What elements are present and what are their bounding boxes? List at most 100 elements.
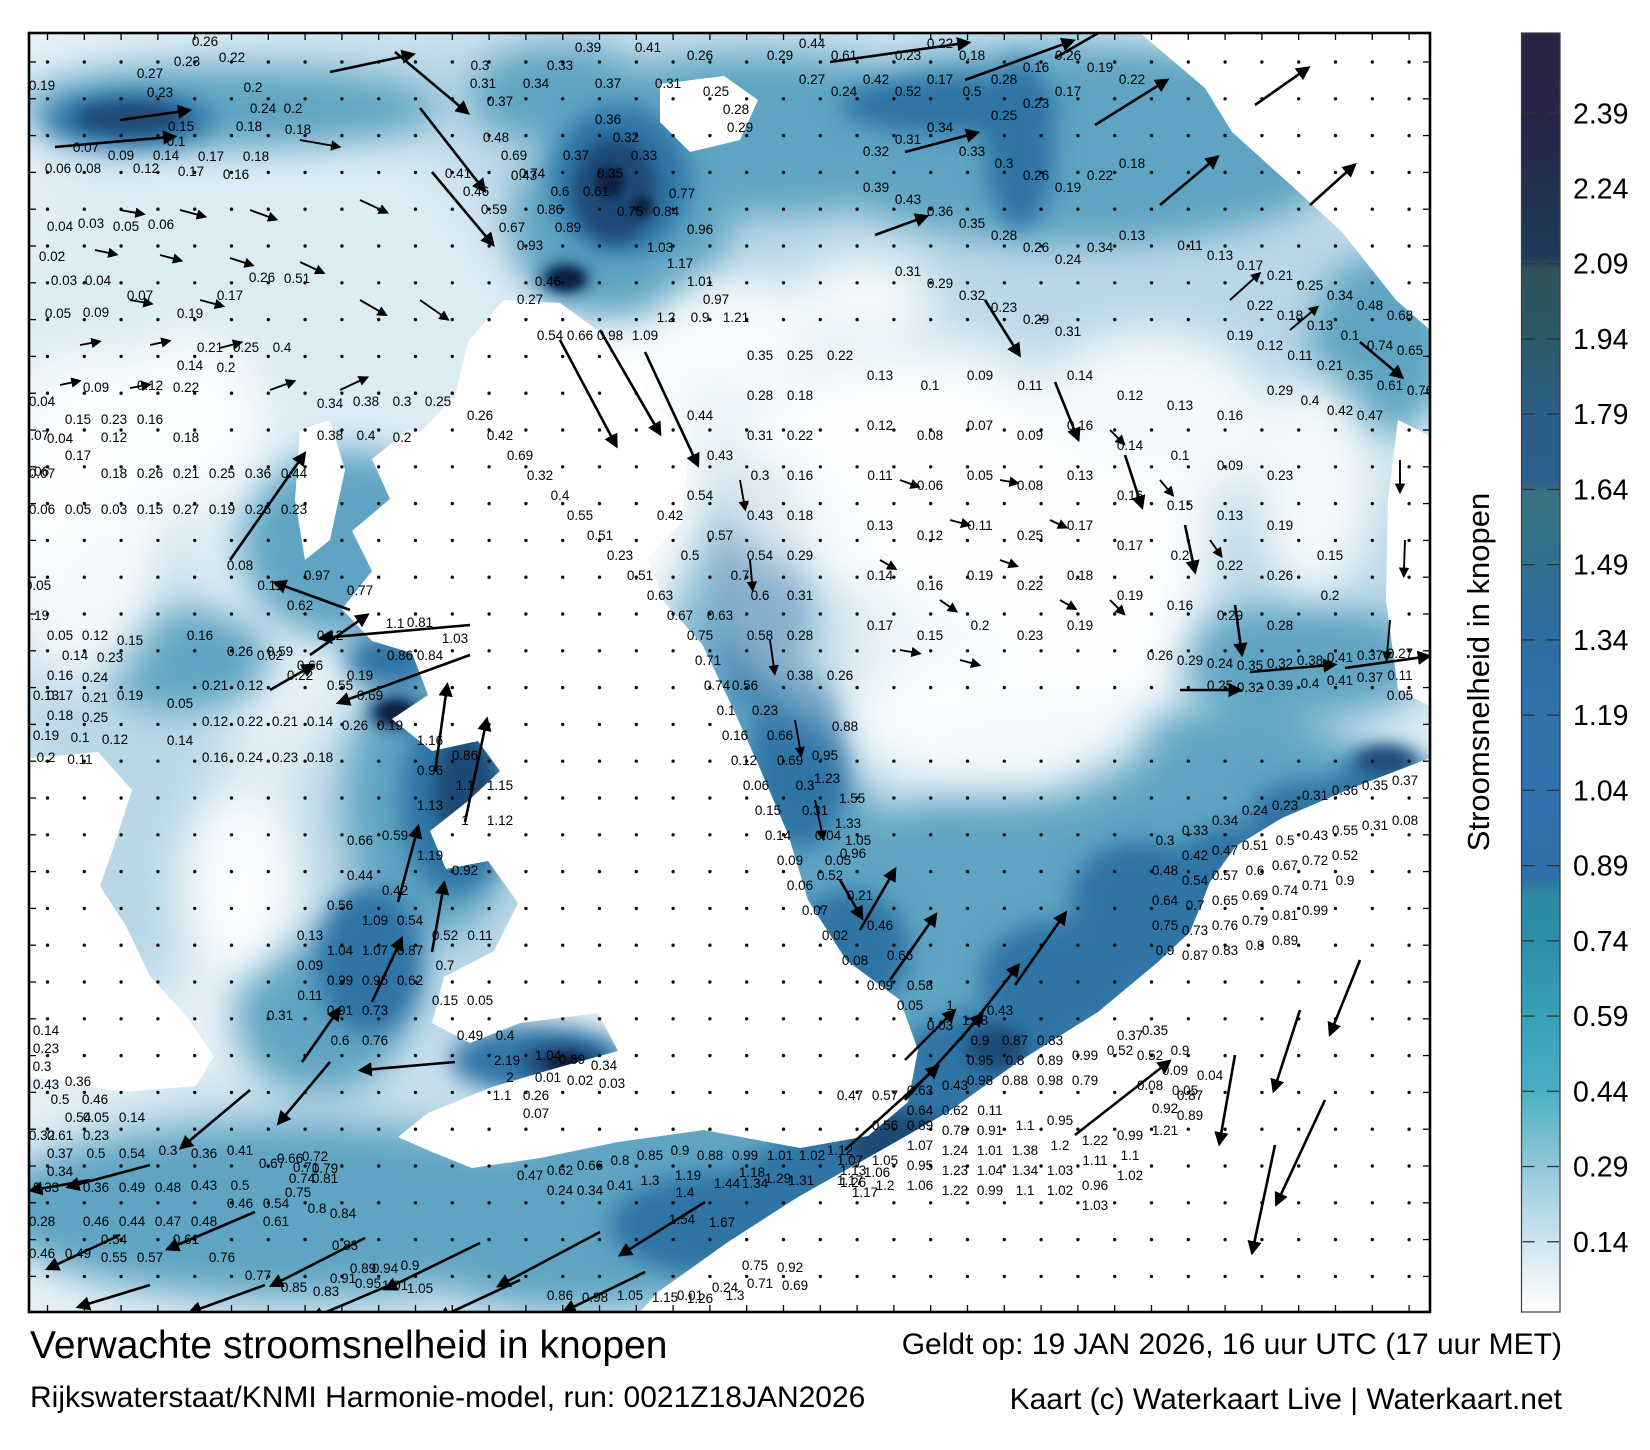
grid-dots-layer (45, 60, 1411, 1279)
grid-dot (413, 1237, 418, 1242)
current-value-label: 0.11 (1287, 348, 1312, 363)
grid-dot (1370, 428, 1375, 432)
grid-dot (303, 60, 307, 64)
grid-dot (1149, 1090, 1154, 1095)
current-value-label: 0.9 (1156, 943, 1175, 958)
grid-dot (1002, 1201, 1006, 1205)
current-value-label: 0.08 (227, 558, 253, 573)
current-arrow (738, 479, 749, 512)
grid-dot (1333, 281, 1338, 285)
grid-dot (1297, 759, 1301, 763)
grid-dot (561, 538, 565, 543)
grid-dot (1333, 1090, 1338, 1095)
current-arrow (370, 935, 404, 1003)
grid-dot (156, 1053, 160, 1058)
current-value-label: 0.9 (671, 1143, 690, 1158)
current-arrow (1094, 78, 1170, 127)
grid-dot (1039, 869, 1043, 874)
current-value-label: 0.99 (1117, 1128, 1143, 1143)
grid-dot (156, 722, 160, 727)
current-value-label: 0.85 (281, 1280, 307, 1295)
map-frame (27, 31, 1432, 1314)
grid-dot (82, 501, 87, 506)
grid-dot (45, 354, 50, 359)
grid-dot (1370, 501, 1375, 506)
current-value-label: 0.36 (927, 204, 953, 219)
grid-dot (1333, 133, 1338, 138)
current-value-label: 0.18 (47, 708, 73, 723)
grid-dot (1297, 97, 1301, 101)
grid-dot (377, 1053, 381, 1058)
grid-dot (1149, 244, 1154, 248)
grid-dot (597, 685, 602, 690)
current-value-label: 1.15 (652, 1290, 678, 1305)
grid-dot (634, 1201, 638, 1205)
grid-dot (266, 1090, 270, 1095)
grid-dot (524, 501, 528, 506)
current-value-label: 0.19 (1267, 518, 1293, 533)
current-value-label: 1.23 (814, 771, 840, 786)
current-value-label: 0.95 (967, 1053, 993, 1068)
grid-dot (1149, 501, 1154, 506)
grid-dot (450, 281, 454, 285)
current-value-label: 0.34 (47, 1164, 74, 1179)
current-value-label: 0.41 (635, 40, 661, 55)
grid-dot (156, 980, 160, 984)
current-value-label: 0.34 (927, 120, 954, 135)
grid-dot (708, 281, 712, 285)
grid-dot (597, 354, 602, 359)
grid-dot (413, 1127, 418, 1131)
current-value-label: 0.42 (863, 72, 889, 87)
grid-dot (965, 1201, 970, 1205)
grid-dot (855, 1201, 859, 1205)
grid-dot (450, 612, 454, 616)
grid-dot (708, 685, 712, 690)
grid-dot (340, 796, 344, 800)
grid-dot (1113, 60, 1117, 64)
grid-dot (671, 1090, 675, 1095)
current-value-label: 0.12 (102, 732, 128, 747)
grid-dot (303, 722, 307, 727)
grid-dot (119, 538, 123, 543)
grid-dot (1076, 1201, 1080, 1205)
current-value-label: 0.96 (687, 222, 713, 237)
grid-dot (745, 685, 749, 690)
grid-dot (193, 980, 197, 984)
current-value-label: 0.69 (507, 448, 533, 463)
grid-dot (1076, 796, 1080, 800)
current-value-label: 0.67 (499, 220, 525, 235)
grid-dot (119, 1090, 123, 1095)
grid-dot (965, 428, 970, 432)
current-value-label: 0.24 (712, 1280, 739, 1295)
grid-dot (818, 796, 822, 800)
current-value-label: 0.35 (1347, 368, 1373, 383)
current-value-label: 0.26 (687, 48, 713, 63)
grid-dot (1002, 1127, 1006, 1131)
grid-dot (1407, 97, 1411, 101)
current-value-label: 0.35 (1362, 778, 1388, 793)
current-arrow (79, 337, 102, 349)
grid-dot (340, 465, 344, 469)
grid-dot (413, 685, 418, 690)
grid-dot (82, 906, 87, 911)
current-value-label: 0.43 (511, 168, 537, 183)
current-value-label: 0.22 (827, 348, 853, 363)
grid-dot (892, 133, 896, 138)
current-arrow (299, 139, 342, 151)
current-value-label: 0.35 (1237, 658, 1263, 673)
grid-dot (266, 833, 270, 837)
grid-dot (1223, 465, 1227, 469)
current-value-label: 0.54 (101, 1232, 128, 1247)
grid-dot (1186, 281, 1191, 285)
current-value-label: 0.76 (1407, 383, 1433, 398)
grid-dot (1113, 796, 1117, 800)
current-value-label: 1.05 (617, 1288, 643, 1303)
grid-dot (1149, 281, 1154, 285)
land-mass (295, 420, 345, 560)
current-value-label: 0.33 (1182, 823, 1208, 838)
grid-dot (781, 649, 786, 653)
land-mass (660, 76, 758, 152)
current-value-label: 1.1 (493, 1088, 512, 1103)
current-value-label: 0.59 (267, 644, 293, 659)
current-arrow (1247, 1144, 1277, 1256)
